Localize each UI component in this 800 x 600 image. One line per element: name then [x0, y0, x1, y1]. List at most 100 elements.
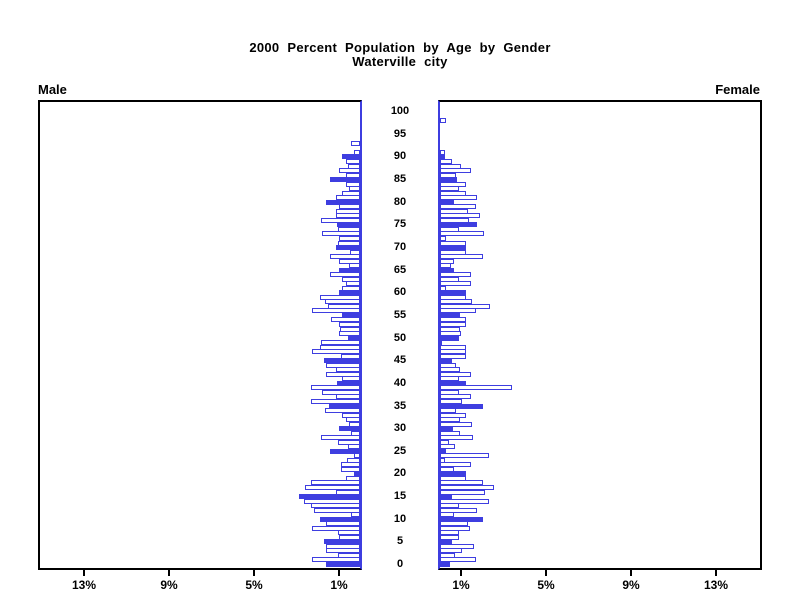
- male-bar-age-57: [328, 304, 360, 309]
- male-axis-label: Male: [38, 82, 67, 97]
- male-bar-age-71: [338, 241, 360, 246]
- male-bar-age-1: [312, 557, 360, 562]
- male-axis-tick-5%: [253, 570, 255, 576]
- male-bar-age-55: [342, 313, 360, 318]
- female-axis-tick-1%: [460, 570, 462, 576]
- male-bar-age-44: [326, 363, 360, 368]
- female-bar-age-74: [440, 227, 459, 232]
- female-bar-age-40: [440, 381, 466, 386]
- female-bar-age-4: [440, 544, 474, 549]
- male-bar-age-42: [326, 372, 360, 377]
- female-bar-age-48: [440, 345, 466, 350]
- male-bar-age-27: [338, 440, 360, 445]
- age-tick-label-5: 5: [396, 535, 404, 547]
- male-percent-tick-label-13%: 13%: [71, 578, 97, 592]
- female-bar-age-72: [440, 236, 446, 241]
- female-bar-age-8: [440, 526, 470, 531]
- male-bar-age-90: [342, 154, 360, 159]
- age-tick-label-60: 60: [393, 286, 407, 298]
- male-bar-age-25: [330, 449, 360, 454]
- male-bar-age-78: [336, 209, 360, 214]
- female-bar-age-16: [440, 490, 485, 495]
- male-bar-age-59: [320, 295, 360, 300]
- male-bar-age-88: [348, 164, 360, 169]
- female-bar-age-1: [440, 557, 476, 562]
- male-bar-age-39: [311, 385, 360, 390]
- age-tick-label-30: 30: [393, 422, 407, 434]
- male-bar-age-10: [320, 517, 360, 522]
- male-bar-age-35: [329, 404, 360, 409]
- female-bar-age-55: [440, 313, 460, 318]
- female-bar-age-91: [440, 150, 445, 155]
- male-bar-age-68: [330, 254, 360, 259]
- chart-subtitle: Waterville city: [352, 54, 448, 69]
- female-bar-age-69: [440, 250, 466, 255]
- female-bar-age-53: [440, 322, 466, 327]
- age-tick-label-70: 70: [393, 241, 407, 253]
- male-bar-age-67: [339, 259, 360, 264]
- female-bar-age-88: [440, 164, 461, 169]
- female-bar-age-52: [440, 327, 460, 332]
- male-bar-age-49: [321, 340, 360, 345]
- male-bar-age-17: [305, 485, 360, 490]
- age-tick-label-35: 35: [393, 400, 407, 412]
- male-bar-age-80: [326, 200, 360, 205]
- male-bar-age-36: [311, 399, 360, 404]
- male-bar-age-8: [312, 526, 360, 531]
- female-bar-age-10: [440, 517, 483, 522]
- female-percent-tick-label-1%: 1%: [452, 578, 470, 592]
- age-tick-label-85: 85: [393, 173, 407, 185]
- female-bar-age-36: [440, 399, 462, 404]
- male-bar-age-52: [340, 327, 360, 332]
- male-axis-tick-9%: [168, 570, 170, 576]
- female-bar-age-73: [440, 231, 484, 236]
- female-bar-age-25: [440, 449, 446, 454]
- age-tick-label-15: 15: [393, 490, 407, 502]
- male-plot-area: [38, 100, 362, 570]
- age-tick-label-10: 10: [393, 513, 407, 525]
- age-tick-label-65: 65: [393, 264, 407, 276]
- male-bar-age-91: [354, 150, 360, 155]
- male-bar-age-63: [342, 277, 360, 282]
- male-bar-age-19: [346, 476, 360, 481]
- male-bar-age-6: [339, 535, 360, 540]
- female-bar-age-17: [440, 485, 494, 490]
- male-bar-age-4: [326, 544, 360, 549]
- male-bar-age-16: [336, 490, 360, 495]
- female-bar-age-84: [440, 182, 466, 187]
- male-bar-age-46: [341, 354, 360, 359]
- male-bar-age-48: [320, 345, 360, 350]
- age-tick-label-55: 55: [393, 309, 407, 321]
- male-bar-age-28: [321, 435, 360, 440]
- male-bar-age-82: [342, 191, 360, 196]
- female-bar-age-44: [440, 363, 456, 368]
- female-plot-area: [438, 100, 762, 570]
- female-bar-age-63: [440, 277, 459, 282]
- female-bar-age-65: [440, 268, 454, 273]
- male-bar-age-72: [339, 236, 360, 241]
- male-bar-age-65: [339, 268, 360, 273]
- male-bar-age-12: [314, 508, 360, 513]
- age-tick-label-20: 20: [393, 467, 407, 479]
- age-tick-label-45: 45: [393, 354, 407, 366]
- female-bar-age-24: [440, 453, 489, 458]
- male-bar-age-76: [321, 218, 360, 223]
- female-bar-age-0: [440, 562, 450, 567]
- female-bar-age-79: [440, 204, 476, 209]
- female-bar-age-78: [440, 209, 468, 214]
- male-percent-tick-label-9%: 9%: [160, 578, 178, 592]
- female-bar-age-67: [440, 259, 454, 264]
- male-bar-age-61: [342, 286, 360, 291]
- female-bar-age-2: [440, 553, 455, 558]
- male-bar-age-40: [337, 381, 360, 386]
- female-bar-age-50: [440, 336, 459, 341]
- female-bar-age-59: [440, 295, 466, 300]
- female-bar-age-31: [440, 422, 472, 427]
- male-bar-age-21: [341, 467, 360, 472]
- male-bar-age-69: [350, 250, 360, 255]
- male-bar-age-31: [349, 422, 360, 427]
- female-axis-tick-5%: [545, 570, 547, 576]
- female-axis-tick-13%: [715, 570, 717, 576]
- female-bar-age-64: [440, 272, 471, 277]
